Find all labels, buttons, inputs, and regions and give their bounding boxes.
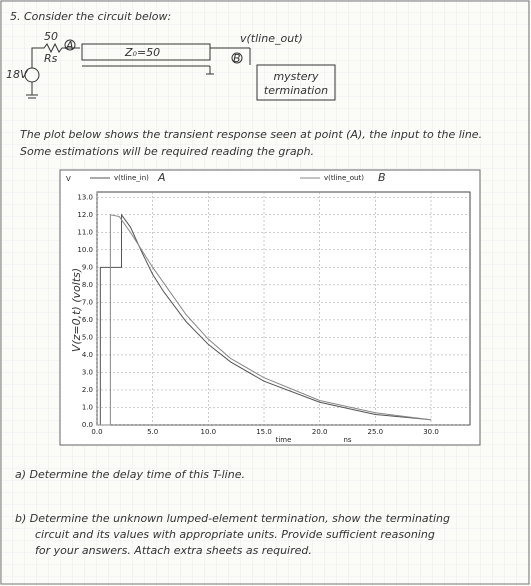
legend-marker: B: [378, 171, 386, 184]
node-a: A: [65, 39, 74, 52]
plot-frame: [59, 169, 481, 446]
x-unit: ns: [344, 436, 352, 444]
x-tick-label: 30.0: [423, 428, 439, 436]
y-tick-label: 8.0: [82, 281, 93, 289]
node-b: B: [233, 52, 241, 65]
plot: 0.0 1.0 2.0 3.0 4.0 5.0 6.0 7.0 8.0 9.0 10.0 11.0 12…: [66, 171, 471, 444]
legend-marker: A: [157, 171, 166, 184]
line-label: Z₀=50: [124, 46, 160, 59]
y-tick-label: 6.0: [82, 316, 93, 324]
x-label: time: [276, 436, 292, 444]
load: termination: [264, 84, 328, 97]
x-tick-label: 25.0: [368, 428, 384, 436]
resistor-name: Rs: [44, 52, 58, 65]
x-tick-label: 10.0: [201, 428, 217, 436]
y-tick-label: 11.0: [77, 228, 93, 236]
circuit: [24, 39, 336, 101]
y-tick-label: 12.0: [77, 211, 93, 219]
x-tick-label: 15.0: [256, 428, 272, 436]
y-tick-label: 0.0: [82, 421, 93, 429]
y-tick-label: 3.0: [82, 368, 93, 376]
x-tick-label: 0.0: [91, 428, 102, 436]
y-tick-label: 5.0: [82, 333, 93, 341]
series-line: [97, 214, 432, 426]
legend-label: v(tline_out): [324, 174, 364, 182]
load: mystery: [273, 70, 319, 83]
x-tick-label: 20.0: [312, 428, 328, 436]
y-tick-label: 2.0: [82, 386, 93, 394]
y-tick-label: 1.0: [82, 403, 93, 411]
y-tick-label: 10.0: [77, 246, 93, 254]
y-tick-label: 9.0: [82, 263, 93, 271]
x-tick-label: 5.0: [147, 428, 158, 436]
source: 18V: [6, 68, 29, 81]
y-tick-label: 7.0: [82, 298, 93, 306]
y-tick-label: 4.0: [82, 351, 93, 359]
title: 5. Consider the circuit below:: [10, 10, 171, 23]
out-label: v(tline_out): [240, 32, 303, 45]
series-line: [97, 213, 432, 426]
legend-label: v(tline_in): [114, 174, 149, 182]
question: a) Determine the delay time of this T-li…: [15, 468, 245, 481]
y-tick-label: 13.0: [77, 193, 93, 201]
intro: Some estimations will be required readin…: [20, 145, 314, 158]
question: for your answers. Attach extra sheets as…: [35, 544, 312, 557]
resistor: 50: [44, 30, 58, 43]
y-unit: V: [66, 175, 71, 183]
question: b) Determine the unknown lumped-element …: [15, 512, 450, 525]
intro: The plot below shows the transient respo…: [20, 128, 482, 141]
y-label: V(z=0,t) (volts): [70, 268, 83, 352]
question: circuit and its values with appropriate …: [35, 528, 435, 541]
